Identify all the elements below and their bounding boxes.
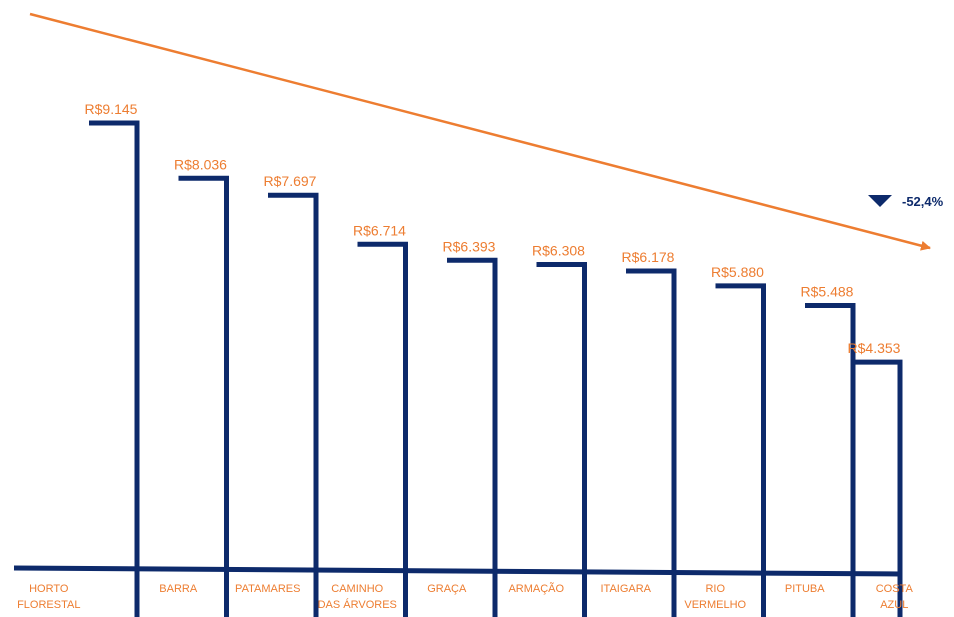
- category-label: VERMELHO: [684, 599, 746, 611]
- trend-change-label: -52,4%: [902, 194, 944, 209]
- category-label: PITUBA: [785, 583, 825, 595]
- x-axis-baseline: [13, 565, 901, 577]
- bar: [715, 283, 766, 617]
- bar: [805, 302, 856, 617]
- bar: [357, 241, 408, 617]
- category-label: GRAÇA: [427, 583, 467, 595]
- category-label: AZUL: [880, 599, 908, 611]
- bar: [536, 262, 587, 617]
- bar-value-label: R$4.353: [848, 340, 901, 356]
- category-label: COSTA: [876, 583, 914, 595]
- bar-value-label: R$5.880: [711, 264, 764, 280]
- bar: [626, 268, 677, 617]
- category-label: HORTO: [29, 583, 69, 595]
- category-label: PATAMARES: [235, 583, 300, 595]
- bar-value-label: R$6.393: [443, 238, 496, 254]
- labels-layer: R$9.145 R$8.036 R$7.697 R$6.714 R$6.393 R$6.3…: [85, 101, 901, 356]
- category-label: RIO: [705, 583, 725, 595]
- category-labels-layer: HORTO FLORESTAL BARRA PATAMARES CAMINHO DAS Á…: [17, 582, 913, 611]
- down-triangle-icon: [868, 195, 892, 207]
- bar: [268, 192, 319, 617]
- axis-layer: [13, 565, 901, 577]
- bar-value-label: R$6.178: [622, 249, 675, 265]
- bar-value-label: R$5.488: [801, 283, 854, 299]
- category-label: DAS ÁRVORES: [318, 598, 397, 611]
- bar-value-label: R$9.145: [85, 101, 138, 117]
- bar: [852, 359, 903, 617]
- bar: [89, 120, 140, 617]
- category-label: ARMAÇÃO: [508, 582, 564, 595]
- bar-value-label: R$7.697: [264, 173, 317, 189]
- bar-value-label: R$8.036: [174, 156, 227, 172]
- bar: [178, 175, 229, 617]
- category-label: ITAIGARA: [600, 583, 651, 595]
- bar-value-label: R$6.308: [532, 243, 585, 259]
- category-label: FLORESTAL: [17, 599, 80, 611]
- category-label: BARRA: [159, 583, 198, 595]
- trend-arrow: [29, 12, 931, 251]
- category-label: CAMINHO: [331, 583, 383, 595]
- bar-value-label: R$6.714: [353, 222, 406, 238]
- trend-layer: -52,4%: [29, 12, 944, 251]
- bar: [447, 257, 498, 617]
- bars-layer: [89, 120, 903, 617]
